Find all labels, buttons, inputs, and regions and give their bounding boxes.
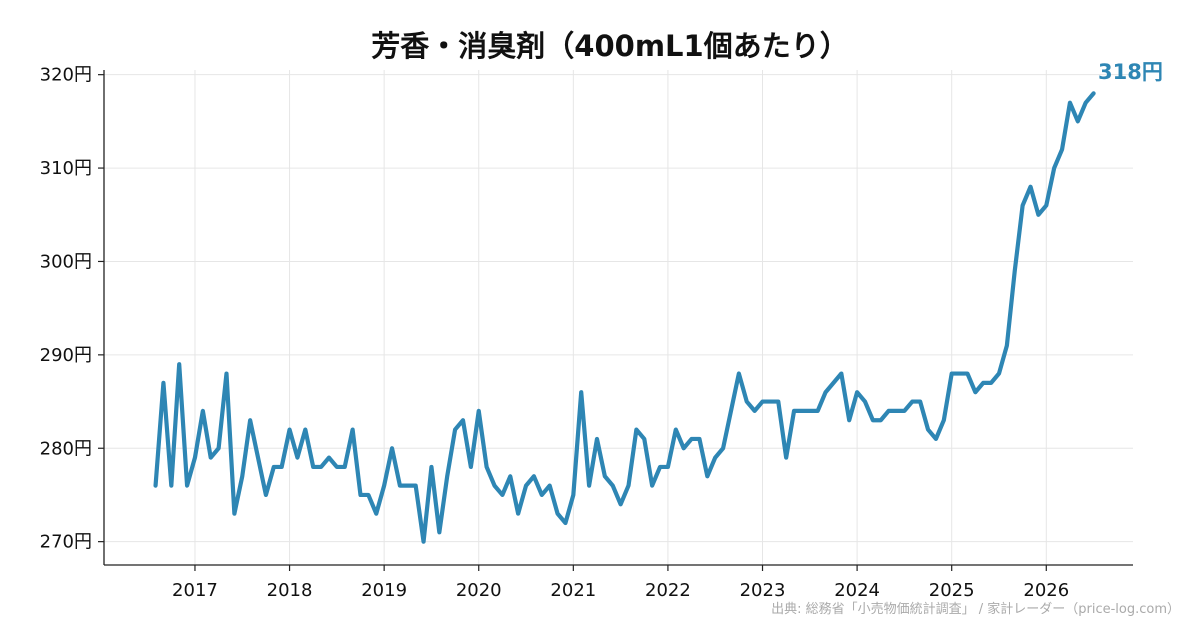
x-tick-label: 2018 — [267, 580, 313, 601]
x-tick-label: 2022 — [645, 580, 691, 601]
x-tick-label: 2024 — [834, 580, 880, 601]
y-tick-label: 270円 — [40, 532, 92, 553]
x-tick-label: 2020 — [456, 580, 502, 601]
y-tick-label: 290円 — [40, 345, 92, 366]
y-tick-label: 320円 — [40, 65, 92, 86]
plot-area — [153, 91, 1096, 544]
x-tick-label: 2019 — [361, 580, 407, 601]
grid — [104, 70, 1133, 565]
x-axis-ticks: 2017 2018 2019 2020 2021 2022 2023 2024 2025 2026 — [172, 565, 1069, 601]
source-note: 出典: 総務省「小売物価統計調査」 / 家計レーダー（price-log.com… — [771, 601, 1180, 617]
y-tick-label: 300円 — [40, 251, 92, 272]
y-axis-ticks: 270円 280円 290円 300円 310円 320円 — [40, 65, 104, 553]
y-tick-label: 280円 — [40, 438, 92, 459]
x-tick-label: 2025 — [929, 580, 975, 601]
x-tick-label: 2017 — [172, 580, 218, 601]
chart-title: 芳香・消臭剤（400mL1個あたり） — [371, 29, 848, 63]
x-tick-label: 2021 — [550, 580, 596, 601]
last-value-label: 318円 — [1098, 60, 1163, 84]
axes — [103, 70, 1133, 566]
x-tick-label: 2026 — [1023, 580, 1069, 601]
x-tick-label: 2023 — [740, 580, 786, 601]
y-tick-label: 310円 — [40, 158, 92, 179]
series-line — [153, 91, 1096, 544]
